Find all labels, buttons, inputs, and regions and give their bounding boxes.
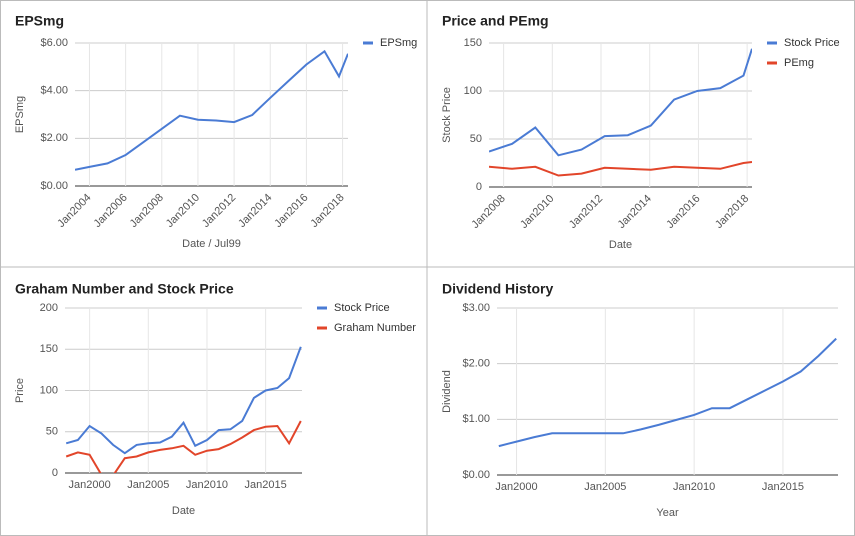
x-axis-label: Year xyxy=(656,507,679,519)
x-tick-label: Jan2010 xyxy=(673,481,715,493)
series-line xyxy=(65,420,302,473)
chart-title: Graham Number and Stock Price xyxy=(15,281,234,297)
y-tick-label: 100 xyxy=(40,384,58,396)
series-line xyxy=(489,48,752,157)
y-tick-label: 50 xyxy=(470,133,482,145)
x-tick-label: Jan2005 xyxy=(127,479,169,491)
y-tick-label: 150 xyxy=(40,343,58,355)
y-tick-label: $4.00 xyxy=(40,85,68,97)
x-tick-label: Jan2010 xyxy=(518,193,556,231)
chart-panel: Price and PEmg 0 50 100 150 Jan2008 Jan2010 Jan… xyxy=(441,13,840,251)
x-tick-label: Jan2000 xyxy=(69,479,111,491)
x-tick-label: Jan2014 xyxy=(616,193,654,231)
y-tick-label: $1.00 xyxy=(462,413,490,425)
y-tick-label: $2.00 xyxy=(462,358,490,370)
y-tick-label: 0 xyxy=(52,467,58,479)
x-tick-label: Jan2006 xyxy=(91,192,129,230)
x-tick-label: Jan2000 xyxy=(495,481,537,493)
y-axis-label: Stock Price xyxy=(441,87,453,143)
x-tick-label: Jan2014 xyxy=(236,192,274,230)
series-line xyxy=(489,161,752,177)
x-tick-label: Jan2012 xyxy=(200,192,238,230)
x-tick-label: Jan2008 xyxy=(128,192,166,230)
legend-label: Stock Price xyxy=(334,302,390,314)
x-tick-label: Jan2005 xyxy=(584,481,626,493)
x-tick-label: Jan2018 xyxy=(713,193,751,231)
chart-title: Price and PEmg xyxy=(442,13,549,29)
x-tick-label: Jan2012 xyxy=(567,193,605,231)
series-line xyxy=(75,49,348,171)
x-tick-label: Jan2004 xyxy=(55,192,93,230)
chart-title: Dividend History xyxy=(442,281,553,297)
y-axis-label: EPSmg xyxy=(14,96,26,133)
x-axis-label: Date / Jul99 xyxy=(182,238,241,250)
x-tick-label: Jan2016 xyxy=(664,193,702,231)
y-tick-label: $0.00 xyxy=(462,469,490,481)
y-axis-label: Price xyxy=(14,378,26,403)
y-tick-label: $6.00 xyxy=(40,37,68,49)
x-tick-label: Jan2008 xyxy=(469,193,507,231)
x-tick-label: Jan2015 xyxy=(762,481,804,493)
y-tick-label: 150 xyxy=(464,37,482,49)
legend-label: PEmg xyxy=(784,57,814,69)
y-tick-label: 100 xyxy=(464,85,482,97)
legend-label: Stock Price xyxy=(784,37,840,49)
series-line xyxy=(498,337,837,448)
x-tick-label: Jan2010 xyxy=(164,192,202,230)
y-tick-label: $0.00 xyxy=(40,180,68,192)
chart-title: EPSmg xyxy=(15,13,64,29)
x-tick-label: Jan2016 xyxy=(272,192,310,230)
y-tick-label: $2.00 xyxy=(40,132,68,144)
chart-panel: Graham Number and Stock Price 0 50 100 150 20… xyxy=(14,281,416,517)
x-tick-label: Jan2010 xyxy=(186,479,228,491)
y-tick-label: $3.00 xyxy=(462,302,490,314)
legend-label: EPSmg xyxy=(380,37,417,49)
chart-panel: EPSmg$0.00$2.00$4.00$6.00Jan2004Jan2006J… xyxy=(14,13,417,250)
y-tick-label: 200 xyxy=(40,302,58,314)
x-axis-label: Date xyxy=(609,239,632,251)
x-axis-label: Date xyxy=(172,505,195,517)
legend-label: Graham Number xyxy=(334,322,416,334)
y-tick-label: 50 xyxy=(46,426,58,438)
y-axis-label: Dividend xyxy=(441,370,453,413)
y-tick-label: 0 xyxy=(476,181,482,193)
x-tick-label: Jan2015 xyxy=(245,479,287,491)
x-tick-label: Jan2018 xyxy=(308,192,346,230)
chart-panel: Dividend History $0.00 $1.00 $2.00 $3.00 Jan2… xyxy=(441,281,838,519)
series-line xyxy=(65,346,302,455)
